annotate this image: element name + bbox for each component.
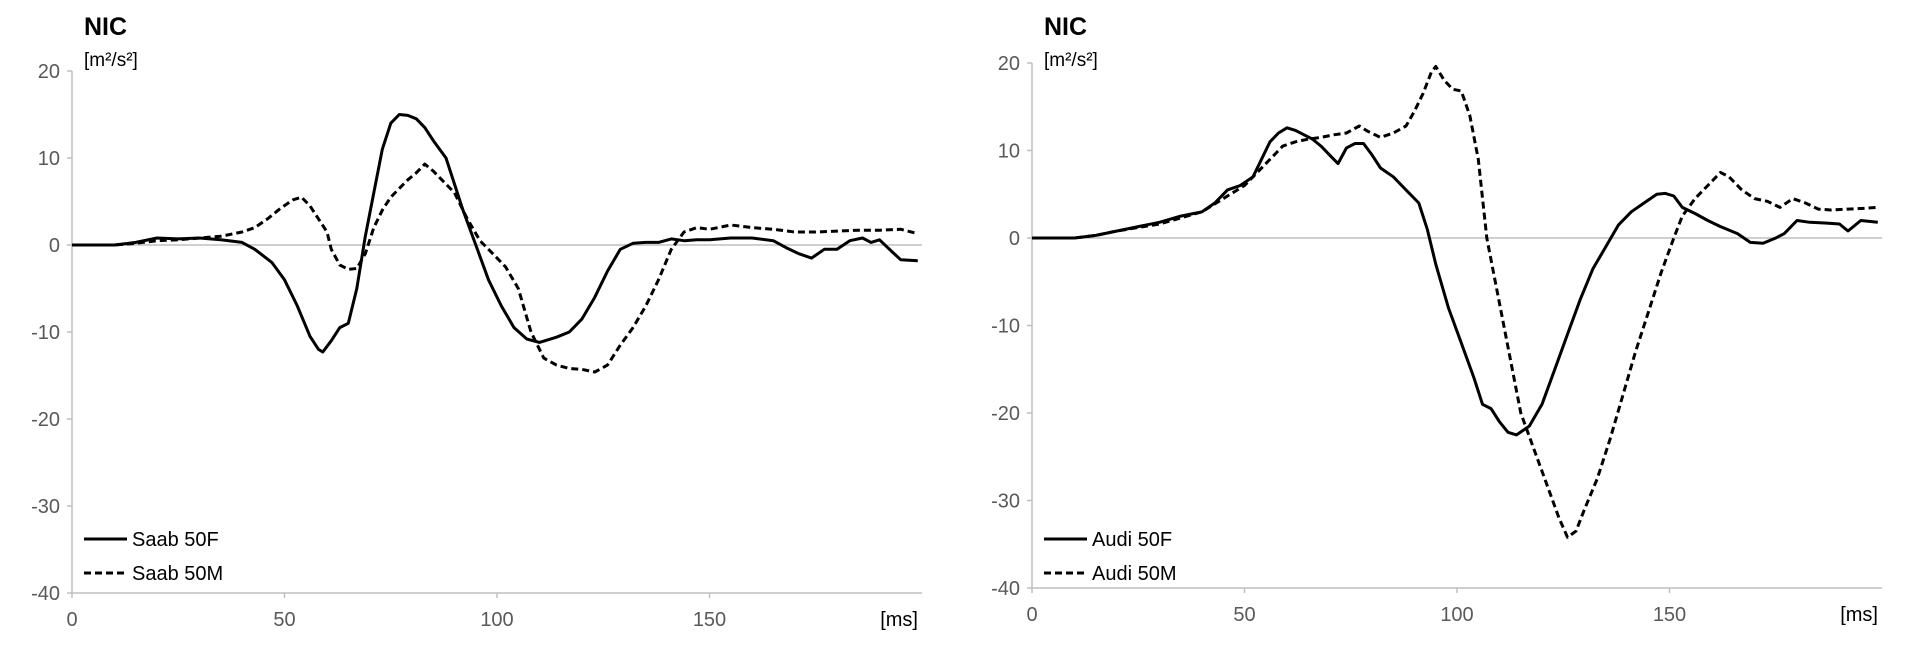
series-line-solid xyxy=(1032,126,1878,437)
y-tick-label: -20 xyxy=(991,403,1020,425)
legend-label: Audi 50F xyxy=(1092,529,1172,551)
x-tick-label: 0 xyxy=(66,609,77,631)
y-tick-label: 0 xyxy=(49,235,60,257)
x-tick-label: 100 xyxy=(480,609,513,631)
legend-label: Saab 50M xyxy=(132,563,223,585)
series-line-dashed xyxy=(72,162,919,374)
legend-label: Saab 50F xyxy=(132,529,219,551)
x-tick-label: 50 xyxy=(1233,604,1255,626)
y-tick-label: 0 xyxy=(1009,228,1020,250)
legend-label: Audi 50M xyxy=(1092,563,1177,585)
series-line-dashed xyxy=(1032,65,1878,539)
x-axis-label: [ms] xyxy=(880,609,918,631)
nic-chart-saab: -40 -30 -20 -10 0 10 20 0 50 100 150 NIC [m²/s²] [ms]… xyxy=(0,0,965,660)
y-axis-label: [m²/s²] xyxy=(1044,50,1098,71)
y-tick-label: -40 xyxy=(991,578,1020,600)
chart-title: NIC xyxy=(84,13,127,41)
x-tick-label: 150 xyxy=(693,609,726,631)
y-tick-label: -10 xyxy=(31,322,60,344)
nic-chart-saab-svg: -40 -30 -20 -10 0 10 20 0 50 100 150 NIC [m²/s²] [ms]… xyxy=(31,13,922,631)
x-tick-label: 50 xyxy=(273,609,295,631)
x-tick-label: 100 xyxy=(1440,604,1473,626)
series-line-solid xyxy=(72,113,918,354)
y-tick-label: 10 xyxy=(38,148,60,170)
y-tick-label: -20 xyxy=(31,409,60,431)
x-axis-label: [ms] xyxy=(1840,604,1878,626)
chart-title: NIC xyxy=(1044,13,1087,41)
x-tick-label: 0 xyxy=(1026,604,1037,626)
x-tick-label: 150 xyxy=(1653,604,1686,626)
y-tick-label: -30 xyxy=(991,491,1020,513)
y-tick-label: 20 xyxy=(38,61,60,83)
y-tick-label: -10 xyxy=(991,316,1020,338)
y-axis-label: [m²/s²] xyxy=(84,50,138,71)
y-tick-label: 20 xyxy=(998,53,1020,75)
nic-chart-audi: -40 -30 -20 -10 0 10 20 0 50 100 150 NIC [m²/s²] [ms]… xyxy=(965,0,1930,660)
y-tick-label: -30 xyxy=(31,496,60,518)
nic-chart-audi-svg: -40 -30 -20 -10 0 10 20 0 50 100 150 NIC [m²/s²] [ms]… xyxy=(991,13,1882,626)
y-tick-label: -40 xyxy=(31,583,60,605)
y-tick-label: 10 xyxy=(998,141,1020,163)
